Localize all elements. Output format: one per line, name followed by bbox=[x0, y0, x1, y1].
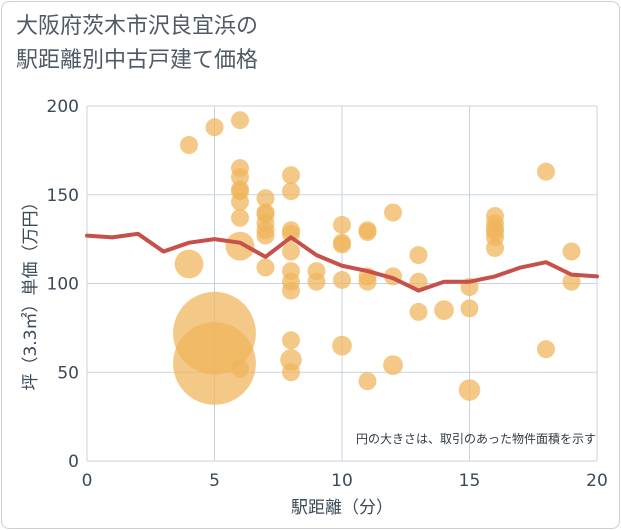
data-point-0 bbox=[180, 136, 198, 155]
data-point-52 bbox=[460, 299, 479, 318]
trend-line bbox=[85, 231, 599, 293]
data-point-21 bbox=[282, 166, 300, 185]
data-point-60 bbox=[537, 162, 555, 181]
data-point-31 bbox=[282, 363, 300, 382]
y-axis-ticks: 0 50 100 150 200 bbox=[47, 97, 79, 472]
y-tick-label-4: 200 bbox=[47, 97, 79, 117]
data-point-2 bbox=[205, 118, 224, 137]
data-point-47 bbox=[409, 246, 428, 265]
data-point-22 bbox=[282, 182, 300, 201]
data-point-33 bbox=[307, 272, 326, 291]
x-tick-label-2: 10 bbox=[331, 471, 353, 491]
data-point-36 bbox=[333, 235, 351, 254]
y-tick-label-3: 150 bbox=[47, 186, 79, 206]
grid-lines bbox=[86, 105, 598, 462]
y-tick-label-2: 100 bbox=[47, 275, 79, 295]
y-tick-label-0: 0 bbox=[68, 452, 79, 472]
data-point-13 bbox=[231, 359, 249, 378]
x-axis-ticks: 0 5 10 15 20 bbox=[82, 471, 608, 491]
data-point-49 bbox=[409, 302, 428, 321]
data-point-1 bbox=[174, 249, 204, 279]
data-point-28 bbox=[282, 281, 300, 300]
data-point-7 bbox=[231, 168, 249, 186]
x-axis-label: 駅距離（分） bbox=[291, 498, 393, 518]
x-tick-label-1: 5 bbox=[209, 471, 220, 491]
bubble-series bbox=[173, 111, 581, 405]
data-point-20 bbox=[256, 258, 275, 277]
data-point-14 bbox=[256, 189, 275, 208]
y-axis-label: 坪（3.3㎡）単価（万円） bbox=[21, 193, 41, 390]
trend-series bbox=[85, 231, 599, 293]
y-tick-label-1: 50 bbox=[57, 363, 79, 383]
x-tick-label-4: 20 bbox=[586, 471, 608, 491]
chart-title-line-1: 大阪府茨木市沢良宜浜の bbox=[16, 14, 259, 39]
size-note: 円の大きさは、取引のあった物件面積を示す bbox=[356, 431, 596, 446]
data-point-50 bbox=[434, 300, 454, 321]
chart-title: 大阪府茨木市沢良宜浜の 駅距離別中古戸建て価格 bbox=[16, 10, 258, 78]
data-point-53 bbox=[458, 379, 481, 401]
x-tick-label-0: 0 bbox=[82, 471, 93, 491]
data-point-34 bbox=[333, 215, 351, 234]
data-point-59 bbox=[486, 239, 504, 257]
data-point-43 bbox=[358, 372, 377, 391]
data-point-42 bbox=[358, 272, 377, 291]
data-point-44 bbox=[384, 203, 402, 222]
data-point-25 bbox=[282, 242, 300, 261]
data-point-12 bbox=[225, 231, 255, 261]
data-point-4 bbox=[173, 321, 256, 405]
data-point-19 bbox=[256, 226, 275, 245]
x-tick-label-3: 15 bbox=[459, 471, 481, 491]
data-point-46 bbox=[383, 355, 403, 376]
chart-title-line-2: 駅距離別中古戸建て価格 bbox=[16, 48, 259, 73]
data-point-37 bbox=[333, 270, 351, 289]
data-point-40 bbox=[358, 223, 377, 242]
data-point-29 bbox=[282, 331, 300, 350]
data-point-61 bbox=[537, 340, 555, 359]
data-point-11 bbox=[231, 208, 249, 227]
data-point-10 bbox=[231, 192, 249, 211]
data-point-62 bbox=[562, 242, 581, 261]
data-point-63 bbox=[562, 272, 581, 291]
data-point-38 bbox=[332, 335, 352, 356]
data-point-5 bbox=[231, 111, 249, 130]
